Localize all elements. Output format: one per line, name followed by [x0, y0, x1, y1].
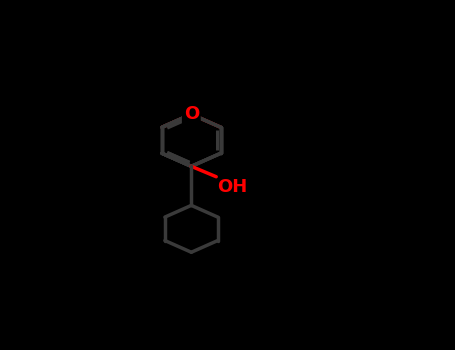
Text: OH: OH	[217, 178, 248, 196]
Text: O: O	[184, 105, 199, 123]
